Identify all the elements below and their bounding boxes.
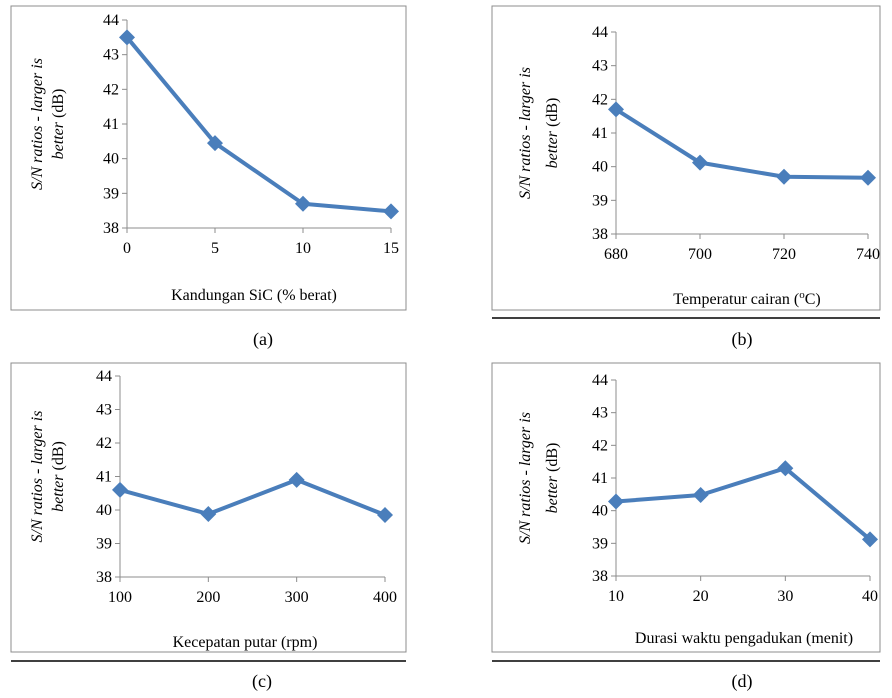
data-point [119, 29, 135, 46]
data-point [207, 135, 223, 152]
y-tick-label: 42 [103, 81, 119, 98]
x-tick-label: 15 [383, 240, 399, 257]
data-point [112, 481, 128, 498]
chart-frame-b [491, 5, 881, 311]
y-axis-label-line1: S/N ratios - larger is [517, 67, 534, 199]
y-tick-label: 44 [103, 12, 119, 29]
data-point [288, 471, 305, 488]
chart-frame-a [10, 5, 407, 311]
y-tick-label: 39 [96, 536, 112, 553]
y-tick-label: 39 [103, 185, 119, 202]
y-tick-label: 40 [103, 151, 119, 168]
y-axis-label-line1: S/N ratios - larger is [517, 412, 534, 544]
x-tick-label: 30 [777, 588, 793, 605]
data-point [862, 531, 878, 548]
series-line [614, 107, 870, 180]
y-tick-label: 43 [592, 58, 608, 75]
x-tick-label: 400 [373, 589, 397, 606]
y-axis-label-line1: S/N ratios - larger is [29, 58, 46, 190]
y-tick-label: 44 [592, 24, 608, 41]
y-tick-label: 41 [103, 116, 119, 133]
x-tick-label: 100 [108, 589, 132, 606]
x-tick-label: 200 [196, 589, 220, 606]
y-tick-label: 38 [103, 220, 119, 237]
y-tick-label: 42 [592, 437, 608, 454]
data-point [377, 507, 393, 524]
chart-a: 38 39 40 41 42 43 44 0 5 10 15 Kandungan SiC (% ber… [10, 5, 407, 350]
x-tick-label: 20 [693, 588, 709, 605]
x-axis-label: Kecepatan putar (rpm) [173, 634, 318, 651]
y-tick-label: 41 [96, 469, 112, 486]
data-point [200, 506, 217, 523]
y-tick-label: 43 [96, 402, 112, 419]
data-point [608, 101, 624, 118]
y-axis-label-line2: better (dB) [544, 98, 561, 169]
y-tick-label: 42 [96, 435, 112, 452]
chart-caption: (d) [732, 671, 753, 692]
series-line [614, 466, 872, 542]
y-tick-label: 39 [592, 192, 608, 209]
y-tick-label: 40 [592, 159, 608, 176]
y-tick-label: 39 [592, 535, 608, 552]
data-point [608, 493, 624, 510]
x-tick-label: 40 [862, 588, 878, 605]
x-axis-label: Temperatur cairan (oC) [673, 289, 820, 308]
data-point [692, 154, 708, 171]
chart-d: 38 39 40 41 42 43 44 10 20 30 40 Durasi waktu penga… [491, 362, 881, 692]
x-axis-label: Kandungan SiC (% berat) [171, 287, 337, 304]
x-tick-label: 720 [772, 246, 796, 263]
y-tick-label: 43 [103, 47, 119, 64]
y-tick-label: 42 [592, 91, 608, 108]
chart-caption: (c) [252, 671, 272, 692]
y-tick-label: 43 [592, 405, 608, 422]
x-tick-label: 5 [211, 240, 219, 257]
y-axis-label-line2: better (dB) [50, 441, 67, 512]
y-tick-label: 44 [592, 372, 608, 389]
x-tick-label: 0 [123, 240, 131, 257]
data-point [692, 486, 709, 503]
x-tick-label: 10 [295, 240, 311, 257]
data-point [383, 203, 399, 220]
chart-caption: (a) [253, 329, 273, 350]
chart-frame-d [491, 362, 881, 653]
y-axis-label-line2: better (dB) [544, 443, 561, 514]
y-axis-label-line1: S/N ratios - larger is [29, 411, 46, 543]
y-tick-label: 40 [96, 502, 112, 519]
y-tick-label: 38 [592, 226, 608, 243]
y-tick-label: 44 [96, 368, 112, 385]
data-point [777, 460, 794, 477]
data-point [776, 168, 792, 185]
x-tick-label: 10 [608, 588, 624, 605]
data-point [860, 169, 876, 186]
x-tick-label: 700 [688, 246, 712, 263]
y-tick-label: 41 [592, 125, 608, 142]
y-tick-label: 41 [592, 470, 608, 487]
series-line [118, 477, 387, 518]
chart-b: 38 39 40 41 42 43 44 680 700 720 740 Temperatur cai… [491, 5, 881, 350]
y-axis-label-line2: better (dB) [50, 89, 67, 160]
y-tick-label: 40 [592, 503, 608, 520]
x-tick-label: 680 [604, 246, 628, 263]
chart-caption: (b) [732, 329, 753, 350]
y-tick-label: 38 [96, 569, 112, 586]
y-tick-label: 38 [592, 568, 608, 585]
x-tick-label: 740 [856, 246, 880, 263]
x-tick-label: 300 [285, 589, 309, 606]
data-point [295, 195, 311, 212]
series-line [125, 35, 393, 214]
x-axis-label: Durasi waktu pengadukan (menit) [635, 630, 853, 647]
chart-c: 38 39 40 41 42 43 44 100 200 300 400 Kecepatan puta… [10, 362, 407, 692]
